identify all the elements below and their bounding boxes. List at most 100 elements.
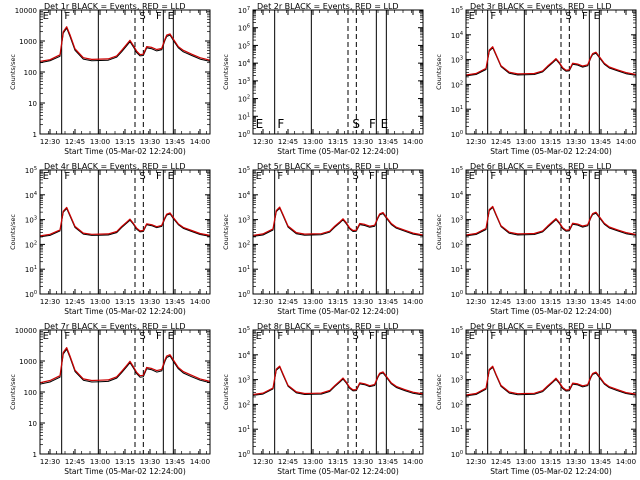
x-tick-label: 13:30 [353,138,373,146]
plot-frame [39,329,211,455]
y-tick-label: 104 [451,351,463,360]
x-tick-label: 12:45 [491,138,511,146]
marker-label: F [582,331,588,342]
x-tick-label: 12:45 [278,458,298,466]
x-axis-label: Start Time (05-Mar-02 12:24:00) [64,467,186,476]
x-axis-label: Start Time (05-Mar-02 12:24:00) [490,147,612,156]
x-tick-label: 13:15 [541,138,561,146]
x-axis-label: Start Time (05-Mar-02 12:24:00) [277,147,399,156]
marker-label: E [594,171,600,182]
x-tick-label: 14:00 [616,458,636,466]
marker-label: E [43,171,49,182]
marker-label: F [582,171,588,182]
marker-label: S [352,331,358,342]
x-tick-label: 13:30 [140,458,160,466]
x-tick-label: 13:15 [328,458,348,466]
y-tick-label: 101 [238,265,250,274]
series-lld-line [253,365,423,396]
x-axis-label: Start Time (05-Mar-02 12:24:00) [277,467,399,476]
y-axis-label: Counts/sec [435,374,443,410]
y-tick-label: 10000 [15,327,37,335]
x-tick-label: 12:30 [466,138,486,146]
x-tick-label: 13:45 [591,458,611,466]
y-axis-label: Counts/sec [222,54,230,90]
marker-label: S [352,171,358,182]
x-tick-label: 13:30 [566,458,586,466]
x-tick-label: 12:45 [65,138,85,146]
marker-label: F [277,171,283,182]
y-tick-label: 100 [451,130,463,139]
plot-frame [39,9,211,135]
x-tick-label: 13:30 [353,458,373,466]
x-tick-label: 13:15 [115,458,135,466]
y-tick-label: 100 [238,290,250,299]
y-tick-label: 10 [28,100,37,108]
x-tick-label: 13:00 [90,458,110,466]
x-tick-label: 13:45 [591,298,611,306]
x-tick-label: 12:30 [253,138,273,146]
marker-label: F [64,11,70,22]
y-tick-label: 105 [451,166,463,175]
x-tick-label: 13:30 [140,298,160,306]
x-tick-label: 13:45 [378,298,398,306]
x-tick-label: 13:00 [516,458,536,466]
y-tick-label: 102 [25,240,37,249]
y-tick-label: 105 [238,166,250,175]
x-axis-label: Start Time (05-Mar-02 12:24:00) [64,307,186,316]
panel-title: Det 3r BLACK = Events, RED = LLD [470,2,612,11]
x-tick-label: 13:45 [165,298,185,306]
x-tick-label: 13:00 [516,298,536,306]
marker-label: E [381,331,387,342]
y-tick-label: 101 [25,265,37,274]
series-lld-line [253,206,423,236]
marker-label: S [565,11,571,22]
marker-label: E [381,171,387,182]
y-tick-label: 105 [238,326,250,335]
x-tick-label: 13:15 [115,298,135,306]
y-axis-label: Counts/sec [222,374,230,410]
y-tick-label: 101 [451,265,463,274]
marker-label: F [156,11,162,22]
y-tick-label: 102 [238,240,250,249]
y-axis-label: Counts/sec [435,214,443,250]
marker-label: F [156,171,162,182]
y-tick-label: 105 [451,326,463,335]
y-axis-label: Counts/sec [9,54,17,90]
marker-label: F [369,171,375,182]
marker-label: E [256,331,262,342]
panel-det-4: Det 4r BLACK = Events, RED = LLD 100 101 10… [9,162,211,316]
y-tick-label: 100 [24,69,37,77]
y-tick-label: 107 [238,6,250,15]
y-tick-label: 104 [238,191,250,200]
x-tick-label: 12:30 [466,458,486,466]
x-tick-label: 12:30 [40,298,60,306]
marker-label: F [369,117,376,131]
y-tick-label: 105 [238,41,250,50]
x-tick-label: 12:45 [278,138,298,146]
panel-det-6: Det 6r BLACK = Events, RED = LLD 100 101 10… [435,162,637,316]
y-tick-label: 100 [25,290,37,299]
marker-label: E [469,331,475,342]
x-tick-label: 13:00 [516,138,536,146]
y-tick-label: 10 [28,420,37,428]
x-tick-label: 13:45 [591,138,611,146]
plot-frame [252,9,424,135]
y-axis-label: Counts/sec [9,214,17,250]
y-tick-label: 106 [238,24,250,33]
x-tick-label: 12:45 [491,298,511,306]
y-tick-label: 1 [33,451,37,459]
x-tick-label: 13:15 [328,138,348,146]
marker-label: E [43,331,49,342]
x-tick-label: 14:00 [616,298,636,306]
marker-label: F [369,331,375,342]
marker-label: F [490,11,496,22]
series-lld-line [466,46,636,76]
x-axis-label: Start Time (05-Mar-02 12:24:00) [490,307,612,316]
panel-title: Det 9r BLACK = Events, RED = LLD [470,322,612,331]
marker-label: E [256,117,264,131]
